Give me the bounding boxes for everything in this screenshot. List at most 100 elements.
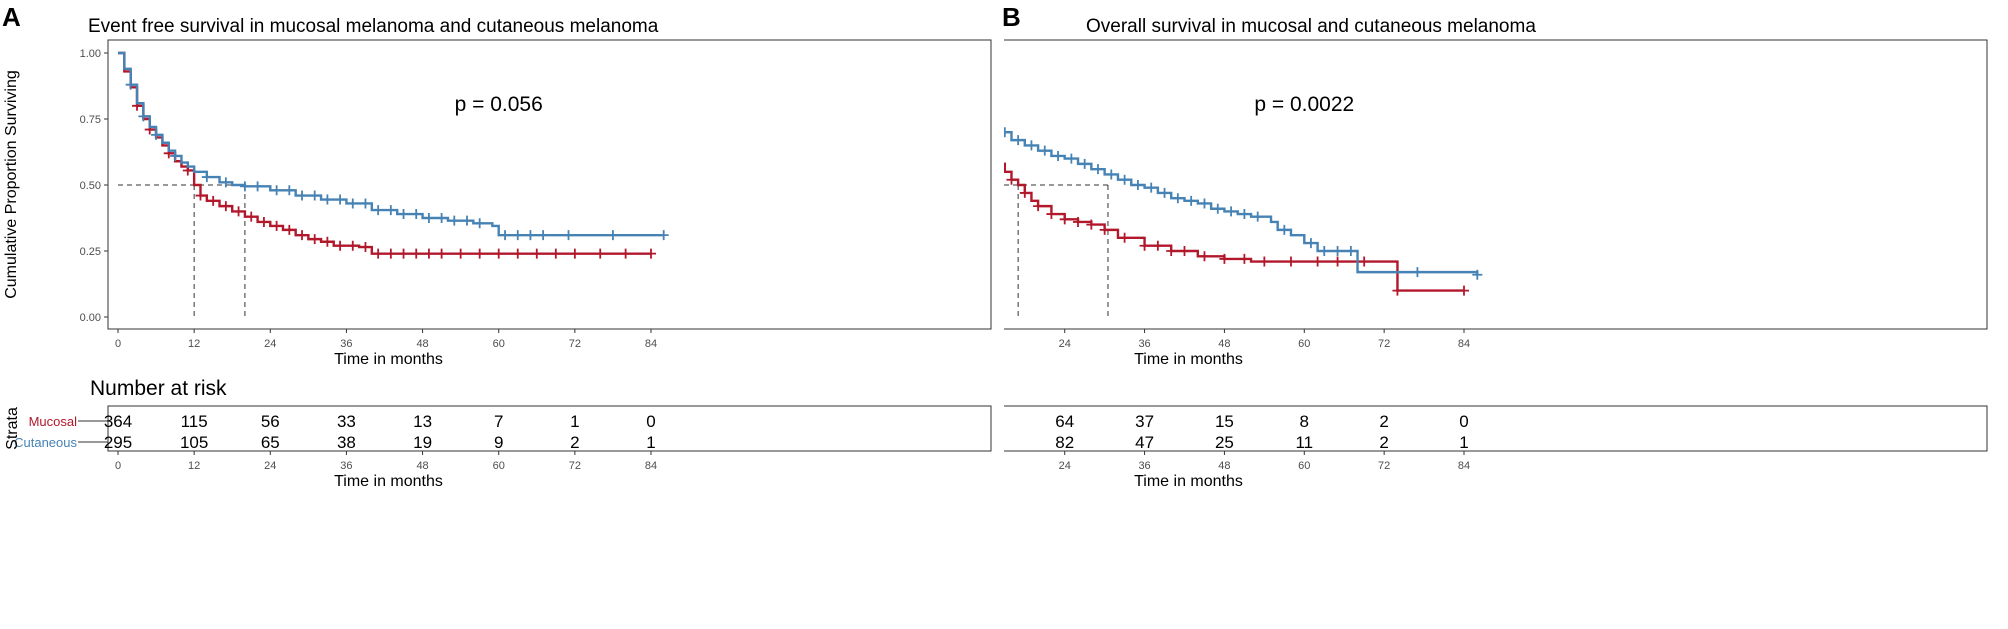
- censor-mark: [347, 198, 358, 209]
- censor-mark: [246, 211, 257, 222]
- censor-mark: [563, 230, 574, 241]
- censor-mark: [1285, 256, 1296, 267]
- censor-mark: [1019, 187, 1030, 198]
- censor-mark: [385, 248, 396, 259]
- censor-mark: [1053, 150, 1064, 161]
- x-tick-label: 36: [340, 338, 352, 350]
- censor-mark: [1013, 135, 1024, 146]
- censor-mark: [1172, 193, 1183, 204]
- censor-mark: [373, 205, 384, 216]
- censor-mark: [449, 215, 460, 226]
- censor-mark: [1179, 246, 1190, 256]
- censor-mark: [1139, 240, 1150, 251]
- survival-chart-a: 0.000.250.500.751.000 12 24 36 48 60 72 84Time …: [3, 39, 992, 490]
- censor-mark: [170, 150, 181, 161]
- strata-label: Strata: [4, 407, 21, 450]
- risk-x-axis-label: Time in months: [334, 473, 443, 490]
- censor-mark: [550, 248, 561, 259]
- censor-mark: [335, 240, 346, 251]
- censor-mark: [239, 181, 250, 192]
- censor-mark: [360, 198, 371, 209]
- risk-count: 19: [413, 433, 432, 452]
- risk-x-tick-label: 0: [115, 460, 121, 472]
- p-value: p = 0.0022: [1254, 93, 1354, 116]
- x-tick-label: 48: [1218, 338, 1230, 350]
- survival-chart-b: 0.000.250.500.751.00012243648607284Time …: [1004, 39, 1988, 490]
- risk-count: 364: [104, 412, 132, 431]
- x-tick-label: 12: [188, 338, 200, 350]
- censor-mark: [500, 230, 511, 241]
- risk-table-frame: [1004, 405, 1988, 452]
- censor-mark: [1392, 285, 1403, 296]
- censor-mark: [569, 248, 580, 259]
- censor-mark: [271, 185, 282, 196]
- risk-count: 2: [570, 433, 579, 452]
- censor-mark: [1319, 246, 1330, 256]
- censor-mark: [335, 194, 346, 205]
- risk-x-tick-label: 24: [264, 460, 276, 472]
- censor-mark: [309, 234, 320, 245]
- risk-count: 105: [180, 433, 208, 452]
- risk-count: 38: [337, 433, 356, 452]
- risk-count: 64: [1055, 412, 1074, 431]
- censor-mark: [220, 177, 231, 188]
- x-tick-label: 24: [1059, 338, 1071, 350]
- censor-mark: [1152, 240, 1163, 251]
- survival-curve-mucosal: [118, 51, 651, 255]
- censor-mark: [474, 218, 485, 229]
- censor-mark: [1106, 169, 1117, 180]
- x-tick-label: 84: [1458, 338, 1470, 350]
- censor-mark: [1046, 209, 1057, 220]
- panel-label: A: [2, 2, 21, 32]
- censor-mark: [1212, 203, 1223, 214]
- censor-mark: [493, 248, 504, 259]
- censor-mark: [436, 248, 447, 259]
- censor-mark: [1073, 216, 1084, 227]
- censor-mark: [436, 213, 447, 223]
- risk-count: 295: [104, 433, 132, 452]
- risk-count: 1: [570, 412, 579, 431]
- chart-title: Event free survival in mucosal melanoma …: [88, 16, 659, 37]
- risk-count: 11: [1295, 433, 1313, 452]
- censor-mark: [373, 248, 384, 259]
- censor-mark: [474, 248, 485, 259]
- censor-mark: [1146, 182, 1157, 193]
- censor-mark: [1119, 232, 1130, 243]
- risk-count: 2: [1379, 433, 1388, 452]
- censor-mark: [620, 248, 631, 259]
- risk-count: 65: [261, 433, 280, 452]
- censor-mark: [607, 230, 618, 241]
- plot-frame: [1004, 39, 1988, 330]
- risk-count: 25: [1215, 433, 1234, 452]
- censor-mark: [309, 190, 320, 201]
- y-tick-label: 1.00: [80, 48, 101, 60]
- censor-mark: [322, 194, 333, 205]
- risk-x-tick-label: 48: [416, 460, 428, 472]
- risk-x-tick-label: 12: [188, 460, 200, 472]
- x-axis-label: Time in months: [334, 351, 443, 368]
- censor-mark: [297, 230, 308, 241]
- x-tick-label: 48: [416, 338, 428, 350]
- risk-count: 115: [181, 412, 208, 431]
- censor-mark: [1086, 219, 1097, 230]
- series-mucosal: [1004, 162, 1469, 296]
- censor-mark: [271, 220, 282, 231]
- censor-mark: [1312, 256, 1323, 267]
- risk-count: 47: [1135, 433, 1154, 452]
- censor-mark: [208, 195, 219, 206]
- censor-mark: [595, 248, 606, 259]
- panel-b: B Overall survival in mucosal and cutane…: [1002, 0, 2008, 629]
- series-cutaneous: [118, 51, 669, 241]
- censor-mark: [411, 209, 422, 220]
- censor-mark: [1332, 246, 1343, 256]
- risk-count: 56: [261, 412, 280, 431]
- x-tick-label: 36: [1138, 338, 1150, 350]
- risk-count: 82: [1055, 433, 1074, 452]
- risk-count: 0: [1459, 412, 1468, 431]
- p-value: p = 0.056: [455, 93, 543, 116]
- risk-x-tick-label: 36: [340, 460, 352, 472]
- censor-mark: [1092, 164, 1103, 175]
- censor-mark: [201, 172, 212, 183]
- censor-mark: [1199, 251, 1210, 262]
- censor-mark: [322, 236, 333, 247]
